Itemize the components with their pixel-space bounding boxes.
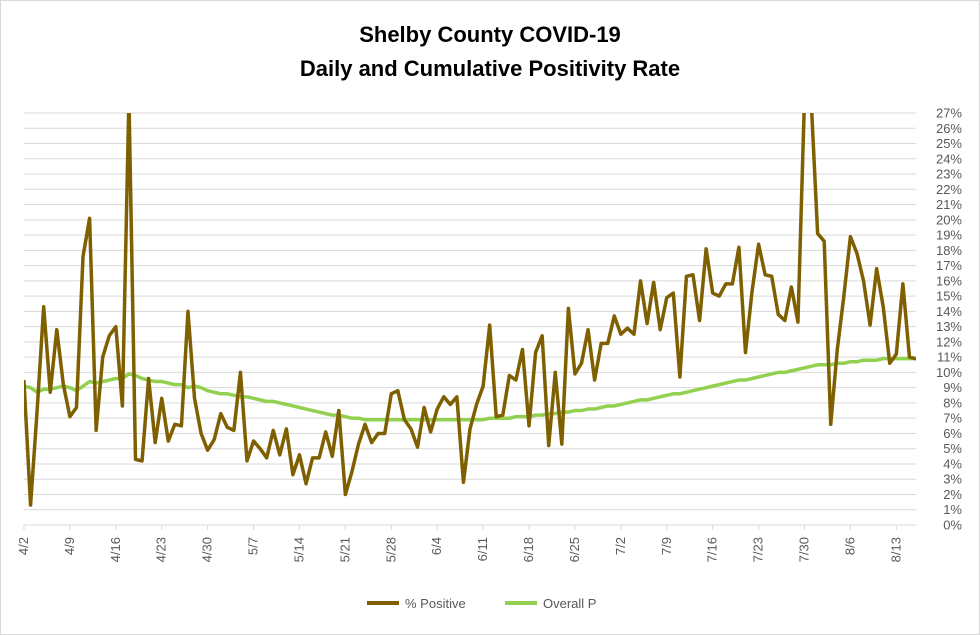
y-tick-label: 3% — [943, 472, 962, 487]
legend: % Positive Overall P — [367, 596, 596, 611]
x-tick-label: 4/30 — [200, 537, 215, 562]
x-tick-label: 4/2 — [16, 537, 31, 555]
chart-title-line1: Shelby County COVID-19 — [359, 22, 621, 47]
series-layer — [24, 113, 916, 507]
y-tick-label: 25% — [936, 136, 962, 151]
y-tick-label: 10% — [936, 365, 962, 380]
y-tick-label: 12% — [936, 334, 962, 349]
y-tick-label: 1% — [943, 502, 962, 517]
x-tick-label: 4/16 — [108, 537, 123, 562]
y-tick-label: 4% — [943, 456, 962, 471]
x-tick-label: 4/9 — [62, 537, 77, 555]
y-tick-label: 26% — [936, 121, 962, 136]
x-tick-label: 7/30 — [797, 537, 812, 562]
x-tick-label: 6/25 — [567, 537, 582, 562]
x-tick-label: 4/23 — [154, 537, 169, 562]
y-tick-label: 22% — [936, 182, 962, 197]
y-tick-label: 5% — [943, 441, 962, 456]
y-tick-label: 11% — [937, 350, 962, 365]
y-tick-label: 6% — [943, 426, 962, 441]
y-tick-label: 13% — [936, 319, 962, 334]
y-tick-label: 17% — [936, 258, 962, 273]
x-tick-label: 7/23 — [751, 537, 766, 562]
y-tick-label: 20% — [936, 212, 962, 227]
x-axis: 4/2 4/9 4/16 4/23 4/30 5/7 5/14 5/21 5/28 6/4 6/11… — [16, 525, 903, 562]
chart-title: Shelby County COVID-19 Daily and Cumulat… — [0, 18, 980, 86]
series-line-1 — [24, 356, 916, 422]
x-tick-label: 5/21 — [337, 537, 352, 562]
y-tick-label: 8% — [943, 395, 962, 410]
legend-label: % Positive — [405, 596, 466, 611]
chart-title-line2: Daily and Cumulative Positivity Rate — [299, 56, 681, 81]
y-tick-label: 15% — [936, 289, 962, 304]
legend-label: Overall P — [543, 596, 596, 611]
legend-item: Overall P — [505, 596, 596, 611]
y-tick-label: 24% — [936, 151, 962, 166]
y-axis: 0%1%2%3%4%5%6%7%8%9%10%11%12%13%14%15%16… — [936, 106, 962, 533]
grid-layer — [24, 112, 916, 526]
y-tick-label: 19% — [936, 228, 962, 243]
y-tick-label: 27% — [936, 106, 962, 121]
y-tick-label: 2% — [943, 487, 962, 502]
x-tick-label: 8/13 — [888, 537, 903, 562]
x-tick-label: 7/16 — [705, 537, 720, 562]
x-tick-label: 7/9 — [659, 537, 674, 555]
y-tick-label: 18% — [936, 243, 962, 258]
x-tick-label: 5/14 — [291, 537, 306, 562]
x-tick-label: 6/11 — [475, 537, 490, 561]
series-line-0 — [24, 113, 916, 507]
y-tick-label: 7% — [943, 411, 962, 426]
y-tick-label: 16% — [936, 273, 962, 288]
x-tick-label: 6/18 — [521, 537, 536, 562]
x-tick-label: 6/4 — [429, 537, 444, 555]
x-tick-label: 7/2 — [613, 537, 628, 555]
y-tick-label: 14% — [936, 304, 962, 319]
legend-item: % Positive — [367, 596, 466, 611]
y-tick-label: 21% — [936, 197, 962, 212]
x-tick-label: 5/28 — [383, 537, 398, 562]
y-tick-label: 23% — [936, 167, 962, 182]
y-tick-label: 0% — [943, 518, 962, 533]
y-tick-label: 9% — [943, 380, 962, 395]
x-tick-label: 5/7 — [246, 537, 261, 555]
x-tick-label: 8/6 — [842, 537, 857, 555]
